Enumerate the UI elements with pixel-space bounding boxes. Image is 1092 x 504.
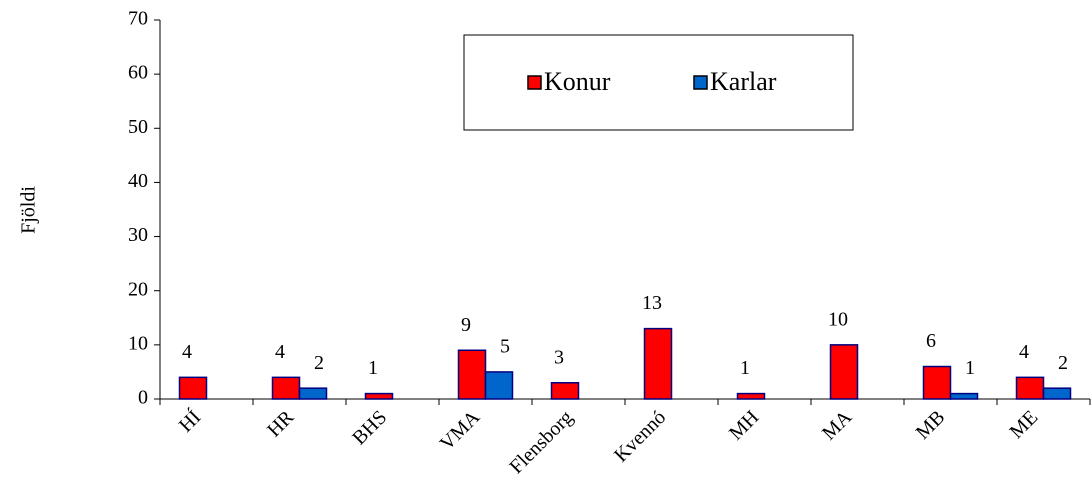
bar: [364, 392, 394, 400]
x-tick-label: BHS: [348, 406, 391, 449]
data-label: 9: [461, 314, 471, 336]
bar: [457, 349, 487, 400]
bar: [1042, 387, 1072, 400]
x-tick-label: MA: [818, 406, 857, 445]
data-label: 5: [500, 336, 510, 358]
x-tick-label: HR: [263, 406, 299, 442]
legend-swatch: [527, 75, 542, 90]
data-label: 4: [182, 341, 192, 363]
x-tick-label: MH: [725, 406, 763, 444]
bar: [484, 371, 514, 400]
bar: [643, 327, 673, 400]
data-label: 6: [926, 330, 936, 352]
y-tick-label: 10: [128, 332, 148, 354]
data-label: 1: [965, 357, 975, 379]
bar: [736, 392, 766, 400]
legend-label: Karlar: [710, 67, 777, 96]
x-tick-label: MB: [912, 406, 950, 444]
bar: [949, 392, 979, 400]
y-tick-label: 60: [128, 62, 148, 84]
y-tick-label: 30: [128, 224, 148, 246]
y-tick-label: 0: [138, 387, 148, 409]
bar: [829, 344, 859, 400]
legend-label: Konur: [544, 67, 611, 96]
y-axis-label: Fjöldi: [18, 186, 40, 234]
y-tick-label: 20: [128, 278, 148, 300]
data-label: 4: [1019, 341, 1029, 363]
x-tick-label: Flensborg: [505, 406, 577, 478]
data-label: 4: [275, 341, 285, 363]
bar: [1015, 376, 1045, 400]
data-label: 13: [642, 292, 662, 314]
bar: [178, 376, 208, 400]
data-label: 1: [368, 357, 378, 379]
x-tick-label: HÍ: [174, 405, 205, 436]
data-label: 2: [314, 352, 324, 374]
y-tick-label: 40: [128, 170, 148, 192]
data-label: 2: [1058, 352, 1068, 374]
data-label: 3: [554, 346, 564, 368]
data-label: 1: [740, 357, 750, 379]
x-tick-label: Kvennó: [610, 406, 670, 466]
bar: [550, 382, 580, 400]
legend-box: [463, 34, 854, 131]
bar: [298, 387, 328, 400]
legend-swatch: [693, 75, 708, 90]
x-tick-label: ME: [1006, 406, 1043, 443]
bar: [271, 376, 301, 400]
x-tick-label: VMA: [436, 406, 485, 455]
y-tick-label: 70: [128, 8, 148, 30]
y-tick-label: 50: [128, 116, 148, 138]
bar: [922, 365, 952, 400]
data-label: 10: [828, 308, 848, 330]
